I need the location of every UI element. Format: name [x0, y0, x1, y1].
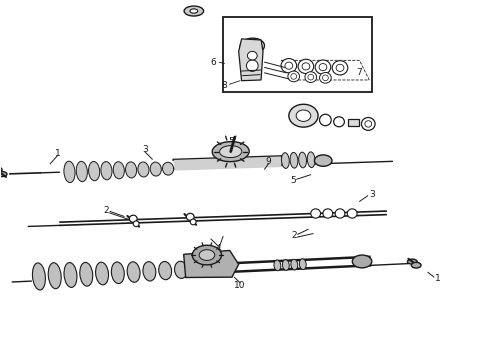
Ellipse shape — [80, 262, 93, 286]
Text: 8: 8 — [221, 81, 227, 90]
Ellipse shape — [365, 121, 372, 127]
Ellipse shape — [319, 72, 331, 83]
Ellipse shape — [332, 61, 348, 75]
Ellipse shape — [48, 263, 61, 289]
Ellipse shape — [299, 259, 306, 270]
Ellipse shape — [307, 152, 315, 167]
Text: 3: 3 — [369, 190, 374, 199]
Ellipse shape — [184, 6, 203, 16]
Bar — [223, 18, 372, 93]
Ellipse shape — [190, 219, 196, 225]
Ellipse shape — [127, 262, 140, 282]
Text: 9: 9 — [266, 157, 271, 166]
Ellipse shape — [0, 172, 7, 177]
Ellipse shape — [133, 221, 139, 227]
Text: 2: 2 — [291, 231, 296, 240]
Ellipse shape — [352, 255, 372, 268]
Ellipse shape — [299, 152, 306, 168]
Ellipse shape — [411, 262, 421, 268]
Ellipse shape — [282, 260, 289, 270]
Ellipse shape — [159, 261, 171, 280]
Text: 2: 2 — [103, 206, 109, 215]
Text: 10: 10 — [234, 281, 246, 290]
Ellipse shape — [285, 62, 293, 69]
Ellipse shape — [281, 59, 296, 73]
Ellipse shape — [308, 74, 314, 80]
Ellipse shape — [302, 63, 310, 70]
Ellipse shape — [407, 259, 417, 264]
Text: 5: 5 — [228, 137, 234, 146]
Text: 1: 1 — [54, 149, 60, 158]
Ellipse shape — [0, 167, 2, 173]
Ellipse shape — [174, 261, 187, 278]
Ellipse shape — [347, 209, 357, 218]
Ellipse shape — [305, 72, 317, 82]
Ellipse shape — [298, 59, 314, 73]
Ellipse shape — [111, 262, 124, 284]
Ellipse shape — [163, 162, 173, 175]
Ellipse shape — [315, 60, 331, 74]
Ellipse shape — [296, 110, 311, 121]
Ellipse shape — [76, 161, 87, 182]
Ellipse shape — [290, 152, 298, 168]
Ellipse shape — [289, 104, 318, 127]
Ellipse shape — [240, 38, 265, 54]
Ellipse shape — [138, 162, 149, 177]
Ellipse shape — [199, 250, 215, 260]
Ellipse shape — [101, 162, 112, 180]
Ellipse shape — [129, 215, 137, 222]
Ellipse shape — [288, 71, 299, 82]
Ellipse shape — [319, 64, 327, 71]
Ellipse shape — [274, 260, 281, 271]
Ellipse shape — [315, 155, 332, 166]
Ellipse shape — [125, 162, 137, 178]
Ellipse shape — [246, 60, 258, 71]
Text: 3: 3 — [142, 145, 148, 154]
Ellipse shape — [220, 145, 242, 158]
Ellipse shape — [192, 245, 221, 265]
Ellipse shape — [150, 162, 161, 176]
Ellipse shape — [291, 259, 298, 270]
Text: 7: 7 — [357, 68, 363, 77]
Ellipse shape — [186, 213, 194, 220]
Ellipse shape — [291, 73, 296, 79]
Text: 4: 4 — [216, 244, 221, 253]
Ellipse shape — [281, 153, 289, 168]
Text: 5: 5 — [290, 176, 295, 185]
Ellipse shape — [336, 64, 344, 71]
Ellipse shape — [89, 162, 99, 181]
Bar — [348, 119, 359, 126]
Ellipse shape — [190, 9, 198, 13]
Ellipse shape — [64, 161, 75, 183]
Ellipse shape — [335, 209, 345, 218]
Text: 6: 6 — [211, 58, 216, 67]
Ellipse shape — [362, 117, 375, 130]
Ellipse shape — [334, 117, 344, 127]
Ellipse shape — [64, 262, 77, 287]
Text: 1: 1 — [435, 274, 441, 283]
Polygon shape — [174, 156, 281, 171]
Polygon shape — [239, 39, 263, 81]
Ellipse shape — [212, 141, 249, 162]
Ellipse shape — [322, 75, 328, 81]
Ellipse shape — [319, 114, 331, 126]
Ellipse shape — [311, 209, 320, 218]
Ellipse shape — [32, 263, 46, 290]
Ellipse shape — [143, 262, 156, 281]
Ellipse shape — [323, 209, 333, 218]
Ellipse shape — [247, 51, 257, 60]
Ellipse shape — [113, 162, 124, 179]
Ellipse shape — [96, 262, 108, 285]
Polygon shape — [184, 251, 239, 278]
